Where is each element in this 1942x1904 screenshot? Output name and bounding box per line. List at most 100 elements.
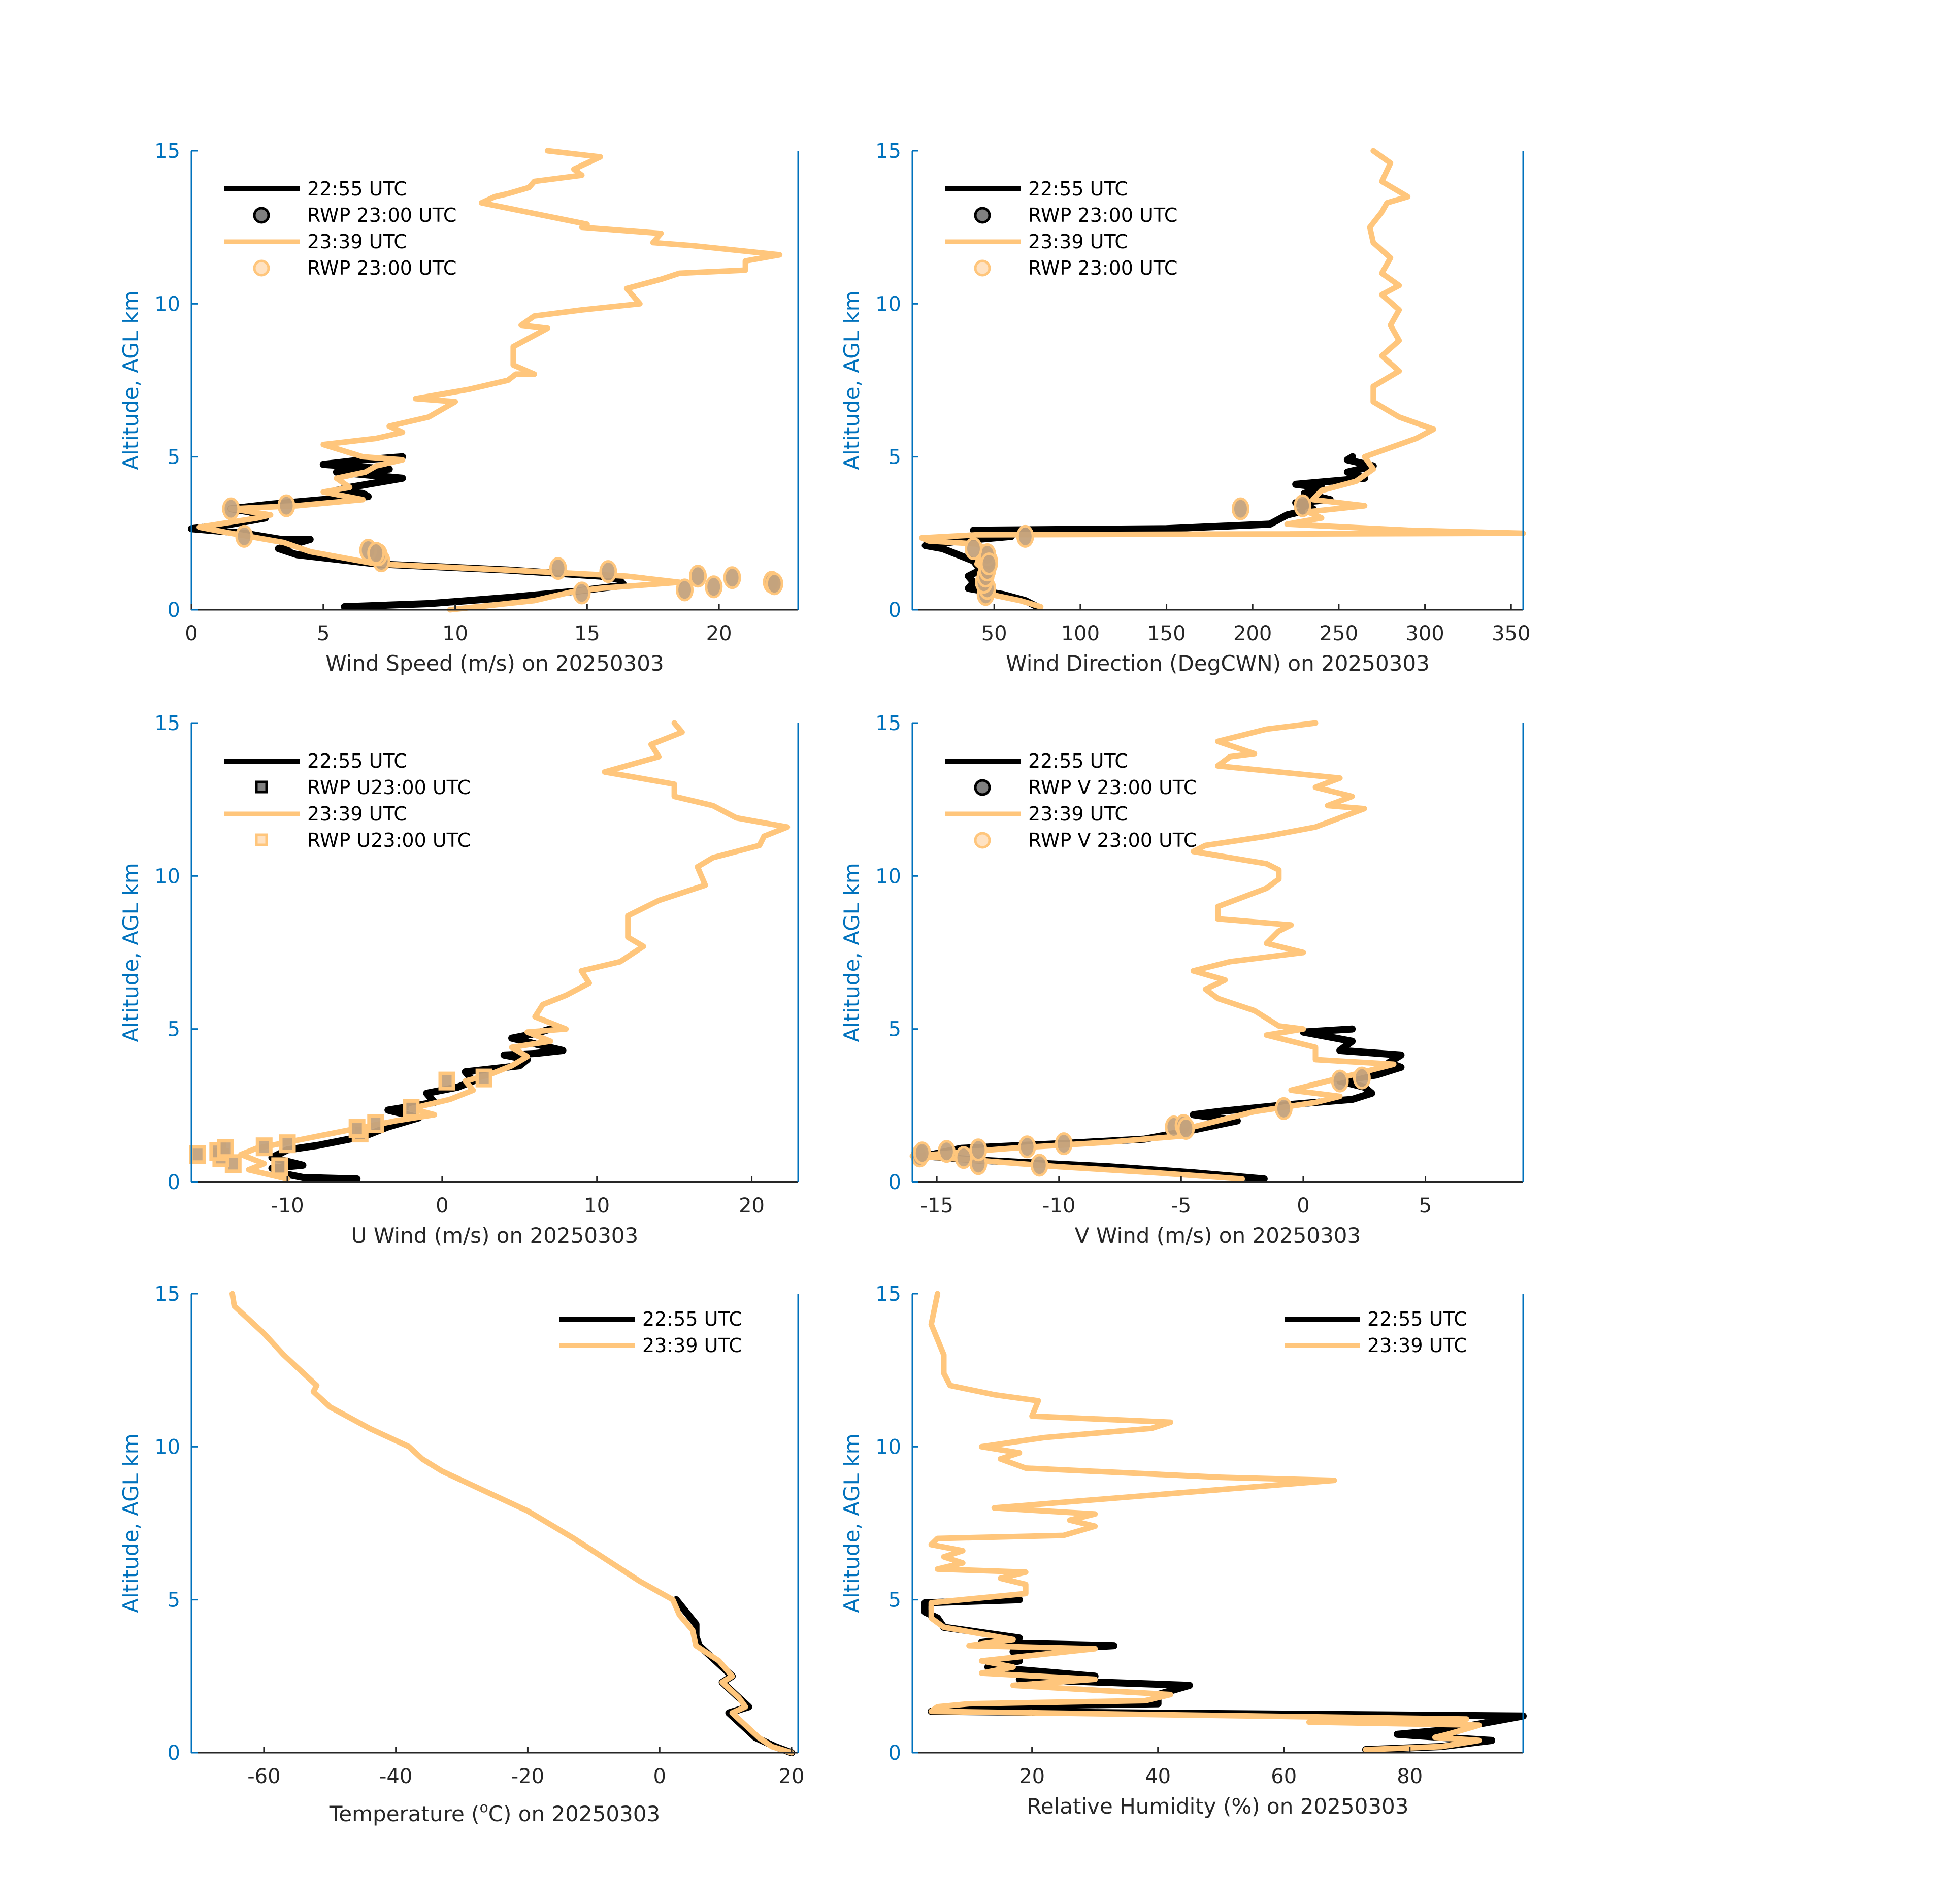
x-tick-label: -10 (1042, 1194, 1075, 1218)
legend: 22:55 UTC 23:39 UTC (1285, 1308, 1467, 1357)
y-tick-label: 0 (168, 599, 180, 622)
x-axis-label: V Wind (m/s) on 20250303 (1075, 1223, 1361, 1248)
x-axis-label: Wind Speed (m/s) on 20250303 (325, 651, 664, 676)
y-tick-label: 0 (888, 599, 901, 622)
y-axis-label: Altitude, AGL km (118, 1433, 143, 1613)
legend-entry-label: RWP 23:00 UTC (307, 257, 456, 279)
legend: 22:55 UTC 23:39 UTC (559, 1308, 742, 1357)
x-tick-label: 40 (1145, 1765, 1171, 1788)
series-line-late (238, 720, 791, 1182)
x-tick-label: 200 (1233, 622, 1272, 645)
rwp-marker (189, 1145, 206, 1164)
y-axis-label: Altitude, AGL km (118, 863, 143, 1042)
x-tick-label: 250 (1320, 622, 1358, 645)
y-tick-label: 5 (168, 446, 180, 469)
y-tick-label: 10 (875, 1435, 901, 1459)
x-tick-label: 0 (653, 1765, 666, 1788)
rwp-marker (279, 1134, 296, 1154)
rwp-marker (255, 1137, 273, 1157)
y-axis-label: Altitude, AGL km (839, 863, 864, 1042)
x-tick-label: -20 (511, 1765, 544, 1788)
rwp-marker (969, 1138, 988, 1162)
legend-entry-label: RWP V 23:00 UTC (1028, 829, 1197, 851)
legend-marker-icon (255, 780, 268, 794)
rwp-marker (217, 1139, 234, 1158)
y-tick-label: 5 (888, 1018, 901, 1041)
series-line-late (196, 148, 783, 613)
legend: 22:55 UTC RWP V 23:00 UTC 23:39 UTC RWP V 2… (945, 750, 1197, 851)
x-tick-label: 0 (436, 1194, 448, 1218)
rwp-marker (235, 524, 253, 548)
x-tick-label: 80 (1397, 1765, 1423, 1788)
x-tick-label: 300 (1405, 622, 1444, 645)
rwp-marker (403, 1099, 420, 1118)
legend-entry-label: 23:39 UTC (642, 1334, 742, 1357)
legend: 22:55 UTC RWP 23:00 UTC 23:39 UTC RWP 23:00… (945, 178, 1177, 279)
rwp-marker (271, 1157, 288, 1176)
rwp-marker (1294, 494, 1312, 517)
x-tick-label: 20 (779, 1765, 805, 1788)
rwp-marker (1030, 1154, 1048, 1177)
rwp-marker (676, 578, 694, 602)
legend-entry-label: RWP 23:00 UTC (1028, 257, 1177, 279)
chart-wind-direction: 50 100 150 200 250 300 350 0 5 10 15 Wind Direction… (839, 140, 1530, 676)
rwp-marker (367, 542, 385, 565)
y-tick-label: 15 (875, 1283, 901, 1306)
y-tick-label: 5 (168, 1018, 180, 1041)
rwp-marker (1177, 1117, 1195, 1140)
legend-entry-label: 22:55 UTC (1028, 750, 1128, 772)
legend-entry-label: 22:55 UTC (1028, 178, 1128, 200)
legend-entry-label: RWP U23:00 UTC (307, 829, 471, 851)
x-axis-label: Wind Direction (DegCWN) on 20250303 (1006, 651, 1430, 676)
legend-entry-label: 23:39 UTC (1367, 1334, 1467, 1357)
x-tick-label: 5 (1419, 1194, 1432, 1218)
y-tick-label: 15 (154, 1283, 180, 1306)
x-axis-label: U Wind (m/s) on 20250303 (351, 1223, 639, 1248)
legend-entry-label: 23:39 UTC (1028, 231, 1128, 253)
rwp-marker (348, 1119, 366, 1138)
y-tick-label: 10 (154, 292, 180, 316)
x-tick-label: 10 (442, 622, 468, 645)
x-tick-label: 5 (317, 622, 330, 645)
x-tick-label: -5 (1171, 1194, 1191, 1218)
y-tick-label: 10 (154, 1435, 180, 1459)
x-tick-label: -40 (379, 1765, 412, 1788)
series-line-late (909, 720, 1397, 1182)
y-tick-label: 10 (875, 865, 901, 888)
legend-marker-icon (974, 779, 991, 796)
rwp-marker (964, 537, 982, 560)
legend-entry-label: 22:55 UTC (307, 178, 407, 200)
rwp-marker (1331, 1069, 1349, 1093)
rwp-marker (438, 1071, 455, 1091)
x-tick-label: -15 (920, 1194, 953, 1218)
legend-entry-label: RWP 23:00 UTC (1028, 204, 1177, 226)
legend-entry-label: 22:55 UTC (642, 1308, 742, 1330)
legend-marker-icon (253, 207, 270, 224)
legend-entry-label: 23:39 UTC (1028, 803, 1128, 825)
x-tick-label: 10 (584, 1194, 610, 1218)
x-tick-label: 100 (1061, 622, 1100, 645)
chart-temperature: -60 -40 -20 0 20 0 5 10 15 Temperature (oC) on 20… (118, 1283, 804, 1826)
rwp-marker (475, 1068, 492, 1088)
rwp-marker (980, 552, 998, 576)
legend-marker-icon (255, 833, 268, 846)
rwp-marker (549, 557, 567, 580)
y-tick-label: 15 (875, 140, 901, 163)
legend-marker-icon (974, 259, 991, 277)
rwp-marker (277, 494, 295, 517)
y-tick-label: 10 (154, 865, 180, 888)
rwp-marker (705, 575, 723, 599)
series-line-late (928, 1291, 1482, 1753)
x-tick-label: 20 (1019, 1765, 1045, 1788)
x-axis-label: Relative Humidity (%) on 20250303 (1027, 1794, 1409, 1819)
x-tick-label: -60 (247, 1765, 280, 1788)
rwp-marker (937, 1140, 956, 1163)
legend-entry-label: RWP U23:00 UTC (307, 776, 471, 799)
legend-entry-label: RWP V 23:00 UTC (1028, 776, 1197, 799)
legend-entry-label: 22:55 UTC (1367, 1308, 1467, 1330)
rwp-marker (954, 1146, 973, 1169)
y-tick-label: 10 (875, 292, 901, 316)
